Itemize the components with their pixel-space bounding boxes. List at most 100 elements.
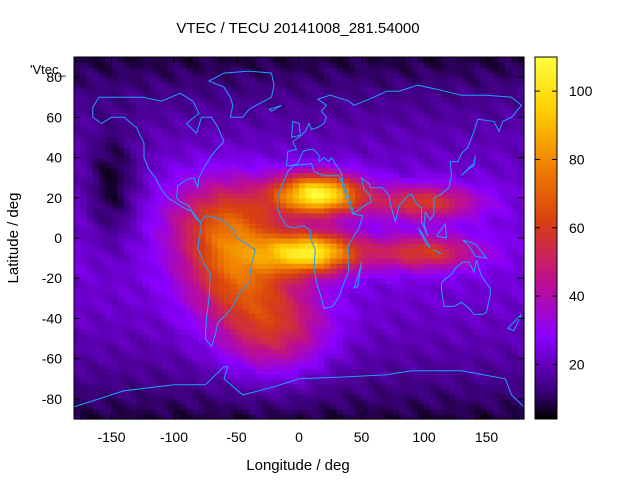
heatmap-cell xyxy=(467,207,475,214)
heatmap-cell xyxy=(167,413,175,420)
heatmap-cell xyxy=(130,273,138,279)
heatmap-cell xyxy=(361,303,369,309)
heatmap-cell xyxy=(392,137,400,144)
heatmap-cell xyxy=(492,368,500,375)
heatmap-cell xyxy=(317,298,325,304)
heatmap-cell xyxy=(224,283,231,289)
heatmap-cell xyxy=(242,87,250,93)
heatmap-cell xyxy=(261,107,269,113)
heatmap-cell xyxy=(180,222,188,229)
heatmap-cell xyxy=(455,338,463,345)
heatmap-cell xyxy=(186,92,194,98)
heatmap-cell xyxy=(249,383,256,390)
heatmap-cell xyxy=(199,207,206,214)
heatmap-cell xyxy=(130,107,138,113)
heatmap-cell xyxy=(249,172,256,179)
heatmap-cell xyxy=(386,172,394,179)
heatmap-cell xyxy=(442,97,450,103)
heatmap-cell xyxy=(392,112,400,118)
heatmap-cell xyxy=(155,197,163,204)
heatmap-cell xyxy=(155,127,163,134)
heatmap-cell xyxy=(180,308,188,315)
heatmap-cell xyxy=(174,162,181,169)
heatmap-cell xyxy=(330,398,338,405)
heatmap-cell xyxy=(311,303,319,309)
heatmap-cell xyxy=(342,393,350,400)
heatmap-cell xyxy=(311,298,319,304)
heatmap-cell xyxy=(436,268,444,274)
heatmap-cell xyxy=(286,368,294,375)
heatmap-cell xyxy=(367,62,375,68)
heatmap-cell xyxy=(324,132,331,139)
heatmap-cell xyxy=(361,253,369,259)
heatmap-cell xyxy=(249,152,256,159)
heatmap-cell xyxy=(124,87,131,93)
heatmap-cell xyxy=(255,318,263,325)
heatmap-cell xyxy=(149,132,156,139)
heatmap-cell xyxy=(386,207,394,214)
heatmap-cell xyxy=(405,217,413,224)
heatmap-cell xyxy=(374,142,381,149)
heatmap-cell xyxy=(205,207,213,214)
heatmap-cell xyxy=(155,403,163,410)
heatmap-cell xyxy=(111,293,119,299)
heatmap-cell xyxy=(186,393,194,400)
heatmap-cell xyxy=(392,253,400,259)
heatmap-cell xyxy=(449,413,456,420)
heatmap-cell xyxy=(280,253,288,259)
heatmap-cell xyxy=(261,97,269,103)
heatmap-cell xyxy=(311,67,319,73)
heatmap-cell xyxy=(199,222,206,229)
heatmap-cell xyxy=(392,298,400,304)
heatmap-cell xyxy=(149,363,156,370)
heatmap-cell xyxy=(324,227,331,234)
heatmap-cell xyxy=(336,102,344,108)
heatmap-cell xyxy=(474,248,481,254)
heatmap-cell xyxy=(267,268,275,274)
heatmap-cell xyxy=(199,187,206,194)
heatmap-cell xyxy=(361,248,369,254)
heatmap-cell xyxy=(336,278,344,284)
heatmap-cell xyxy=(411,383,419,390)
heatmap-cell xyxy=(124,283,131,289)
heatmap-cell xyxy=(224,232,231,239)
heatmap-cell xyxy=(286,333,294,340)
heatmap-cell xyxy=(130,298,138,304)
heatmap-cell xyxy=(86,288,94,294)
heatmap-cell xyxy=(292,328,300,335)
heatmap-cell xyxy=(374,212,381,219)
heatmap-cell xyxy=(380,82,388,88)
heatmap-cell xyxy=(117,338,125,345)
heatmap-cell xyxy=(230,122,238,128)
heatmap-cell xyxy=(174,288,181,294)
heatmap-cell xyxy=(392,132,400,139)
heatmap-cell xyxy=(392,147,400,154)
heatmap-cell xyxy=(242,403,250,410)
heatmap-cell xyxy=(155,348,163,355)
heatmap-cell xyxy=(386,408,394,415)
heatmap-cell xyxy=(386,308,394,315)
heatmap-cell xyxy=(111,167,119,174)
heatmap-cell xyxy=(367,253,375,259)
heatmap-cell xyxy=(486,107,494,113)
heatmap-cell xyxy=(505,293,513,299)
heatmap-cell xyxy=(261,358,269,365)
heatmap-cell xyxy=(317,127,325,134)
heatmap-cell xyxy=(342,207,350,214)
heatmap-cell xyxy=(155,393,163,400)
heatmap-cell xyxy=(336,77,344,83)
heatmap-cell xyxy=(305,202,313,209)
heatmap-cell xyxy=(130,212,138,219)
heatmap-cell xyxy=(142,72,150,78)
heatmap-cell xyxy=(374,87,381,93)
heatmap-cell xyxy=(261,398,269,405)
heatmap-cell xyxy=(105,268,113,274)
heatmap-cell xyxy=(155,408,163,415)
heatmap-cell xyxy=(336,162,344,169)
heatmap-cell xyxy=(280,373,288,380)
heatmap-cell xyxy=(105,343,113,350)
heatmap-cell xyxy=(330,363,338,370)
heatmap-cell xyxy=(224,258,231,264)
heatmap-cell xyxy=(92,393,100,400)
heatmap-cell xyxy=(486,398,494,405)
